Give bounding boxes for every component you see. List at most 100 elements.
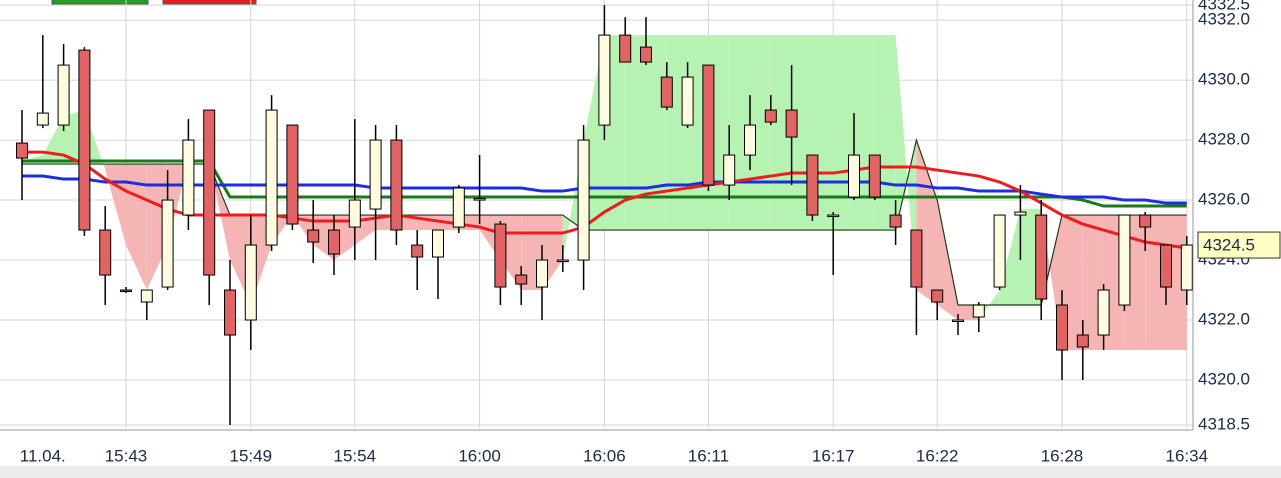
candle-body bbox=[99, 229, 112, 276]
y-tick-label: 4318.5 bbox=[1198, 414, 1250, 433]
x-tick-label: 15:49 bbox=[230, 446, 273, 465]
candle-body bbox=[723, 154, 736, 186]
x-tick-label: 16:00 bbox=[458, 446, 501, 465]
candle-body bbox=[286, 124, 299, 225]
status-strip bbox=[0, 466, 1281, 478]
cloud-segment bbox=[126, 164, 147, 291]
candle-body bbox=[993, 214, 1006, 288]
candle-body bbox=[161, 199, 174, 288]
candle-body bbox=[848, 154, 860, 198]
candle-body bbox=[390, 139, 403, 231]
candle-body bbox=[432, 229, 444, 258]
moving-average-line bbox=[22, 174, 1187, 205]
price-marker-label: 4324.5 bbox=[1203, 236, 1255, 255]
x-tick-label: 11.04. bbox=[20, 446, 66, 465]
candle-body bbox=[889, 214, 902, 228]
y-tick-label: 4330.0 bbox=[1198, 70, 1250, 89]
candle-body bbox=[1056, 304, 1068, 351]
candle-body bbox=[764, 109, 777, 123]
candle-body bbox=[1014, 211, 1027, 216]
cloud-segment bbox=[666, 35, 688, 231]
candle-body bbox=[556, 259, 569, 263]
candle-body bbox=[120, 289, 132, 293]
candle-body bbox=[1076, 334, 1089, 348]
candle-body bbox=[1139, 214, 1152, 228]
cloud-segment bbox=[105, 164, 126, 246]
candle-body bbox=[328, 229, 340, 255]
candle-body bbox=[411, 244, 424, 258]
candle-body bbox=[619, 34, 632, 63]
cloud-segment bbox=[209, 161, 230, 261]
candle-body bbox=[203, 109, 216, 276]
candle-body bbox=[57, 64, 70, 126]
candle-body bbox=[681, 76, 694, 126]
candle-body bbox=[744, 124, 756, 156]
price-marker-box bbox=[1197, 231, 1281, 259]
cloud-segment bbox=[646, 35, 667, 231]
candle-body bbox=[244, 244, 257, 321]
y-tick-label: 4320.0 bbox=[1198, 369, 1250, 388]
x-tick-label: 16:06 bbox=[583, 446, 626, 465]
candle-body bbox=[1180, 244, 1193, 291]
candle-body bbox=[598, 34, 611, 126]
cloud-segment bbox=[146, 164, 168, 291]
y-tick-label: 4322.0 bbox=[1198, 310, 1250, 329]
candle-body bbox=[182, 139, 195, 216]
y-tick-label: 4332.5 bbox=[1198, 0, 1250, 14]
candles bbox=[16, 5, 1193, 426]
candle-body bbox=[140, 289, 153, 303]
candle-body bbox=[702, 64, 715, 186]
candle-body bbox=[577, 139, 590, 261]
candle-body bbox=[348, 199, 361, 228]
candle-body bbox=[931, 289, 944, 303]
candle-body bbox=[910, 229, 923, 288]
candle-body bbox=[1118, 214, 1131, 306]
candle-body bbox=[224, 289, 236, 336]
cloud-segment bbox=[874, 35, 896, 231]
y-tick-label: 4326.0 bbox=[1198, 190, 1250, 209]
x-tick-label: 16:28 bbox=[1041, 446, 1084, 465]
toolbar-button[interactable] bbox=[51, 0, 149, 5]
candle-body bbox=[640, 46, 652, 63]
lines bbox=[22, 150, 1188, 250]
x-tick-label: 15:54 bbox=[334, 446, 377, 465]
candle-body bbox=[36, 112, 49, 126]
x-tick-label: 16:22 bbox=[916, 446, 959, 465]
candle-body bbox=[660, 76, 673, 108]
candle-body bbox=[369, 139, 382, 210]
candle-body bbox=[452, 187, 465, 228]
candle-body bbox=[827, 214, 840, 218]
candle-body bbox=[785, 109, 798, 138]
candle-body bbox=[1097, 289, 1110, 336]
candle-body bbox=[78, 49, 91, 231]
candle-body bbox=[307, 229, 320, 243]
x-tick-label: 16:17 bbox=[812, 446, 855, 465]
cloud-segment bbox=[854, 35, 875, 231]
candle-body bbox=[868, 154, 881, 198]
candle-body bbox=[952, 319, 964, 323]
x-tick-label: 15:43 bbox=[105, 446, 148, 465]
candle-body bbox=[972, 304, 985, 318]
moving-average-line bbox=[22, 150, 1188, 250]
cloud-segment bbox=[625, 35, 646, 231]
labels: 4318.54320.04322.04324.04326.04328.04330… bbox=[20, 0, 1281, 465]
candle-body bbox=[536, 259, 548, 288]
cloud-segment bbox=[833, 35, 854, 231]
toolbar-button[interactable] bbox=[162, 0, 257, 5]
candle-body bbox=[265, 109, 278, 246]
candle-body bbox=[1035, 214, 1048, 300]
candle-body bbox=[473, 198, 486, 201]
candle-body bbox=[806, 154, 819, 216]
candle-body bbox=[494, 223, 507, 288]
x-tick-label: 16:34 bbox=[1166, 446, 1209, 465]
candle-body bbox=[515, 274, 528, 285]
y-tick-label: 4332.0 bbox=[1198, 10, 1250, 29]
y-tick-label: 4328.0 bbox=[1198, 130, 1250, 149]
candle-body bbox=[1160, 244, 1172, 288]
cloud-edge bbox=[22, 137, 1187, 306]
x-tick-label: 16:11 bbox=[688, 446, 729, 465]
cloud-segment bbox=[895, 35, 917, 291]
moving-average-line bbox=[22, 159, 1187, 208]
candle-body bbox=[16, 142, 28, 159]
